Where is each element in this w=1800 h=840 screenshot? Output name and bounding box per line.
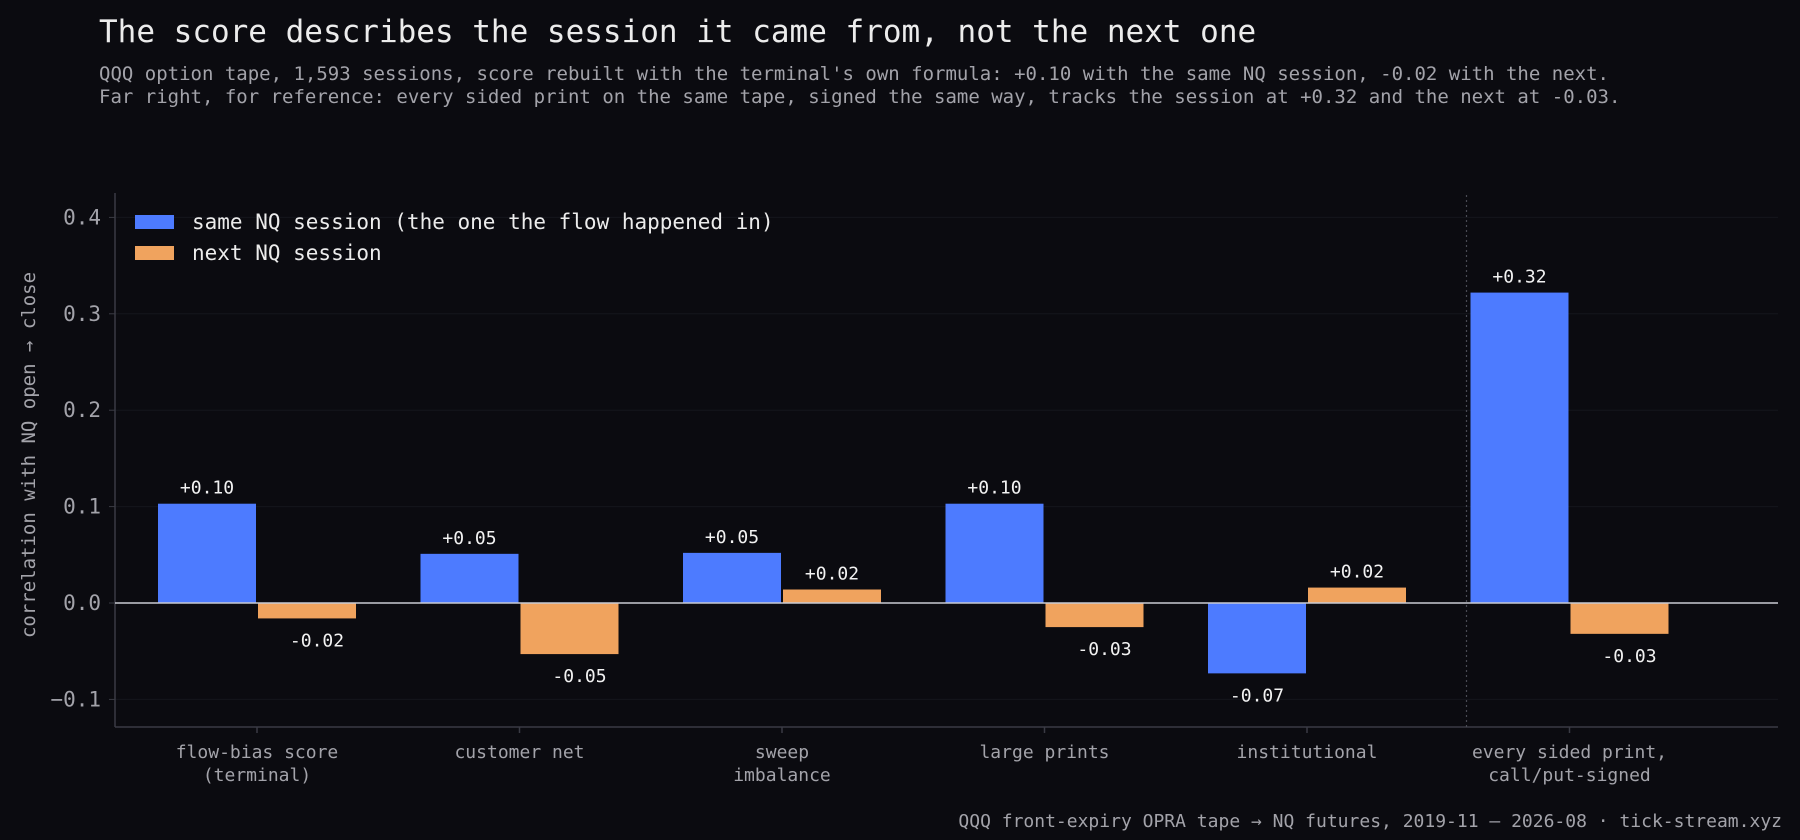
data-label-next-session: +0.02 (1330, 562, 1384, 583)
bar-next-session (1308, 587, 1406, 603)
bar-next-session (1570, 603, 1669, 634)
category-label: flow-bias score (176, 742, 339, 763)
legend-label-next-session: next NQ session (192, 241, 382, 265)
category-label: institutional (1237, 742, 1378, 763)
data-label-same-session: +0.05 (442, 528, 496, 549)
data-label-same-session: -0.07 (1230, 685, 1284, 706)
y-tick-label: −0.1 (50, 687, 101, 711)
y-tick-label: 0.3 (63, 302, 101, 326)
bar-same-session (945, 503, 1044, 603)
y-axis-title: correlation with NQ open → close (18, 272, 40, 638)
data-label-next-session: -0.03 (1077, 639, 1131, 660)
bar-next-session (783, 589, 881, 603)
data-label-same-session: +0.10 (967, 478, 1021, 499)
data-label-next-session: +0.02 (805, 564, 859, 585)
category-label: customer net (454, 742, 584, 763)
chart-subtitle-line-2: Far right, for reference: every sided pr… (99, 86, 1621, 108)
category-label: every sided print, (1472, 742, 1667, 763)
data-label-next-session: -0.03 (1602, 646, 1656, 667)
source-footer: QQQ front-expiry OPRA tape → NQ futures,… (958, 811, 1782, 832)
bar-same-session (158, 503, 256, 603)
chart-title: The score describes the session it came … (99, 14, 1257, 50)
data-label-next-session: -0.02 (290, 630, 344, 651)
data-label-next-session: -0.05 (552, 666, 606, 687)
bar-chart: −0.1 0.0 0.1 0.2 0.3 0.4 correlation with NQ o… (18, 193, 1778, 786)
category-label: imbalance (733, 765, 831, 786)
bar-same-session (420, 553, 519, 603)
y-tick-label: 0.4 (63, 205, 101, 229)
y-tick-label: 0.0 (63, 591, 101, 615)
y-tick-label: 0.1 (63, 495, 101, 519)
category-label: large prints (979, 742, 1109, 763)
category-label: call/put-signed (1488, 765, 1651, 786)
bar-next-session (1045, 603, 1144, 628)
y-tick-label: 0.2 (63, 398, 101, 422)
bar-same-session (683, 552, 781, 603)
category-label: (terminal) (203, 765, 311, 786)
legend-swatch-same-session (135, 215, 174, 229)
data-label-same-session: +0.32 (1492, 267, 1546, 288)
legend-label-same-session: same NQ session (the one the flow happen… (192, 210, 774, 234)
data-label-same-session: +0.05 (705, 527, 759, 548)
category-label: sweep (755, 742, 809, 763)
legend-swatch-next-session (135, 246, 174, 260)
bar-next-session (258, 603, 356, 619)
bar-next-session (520, 603, 619, 655)
bar-same-session (1470, 292, 1569, 603)
data-label-same-session: +0.10 (180, 478, 234, 499)
chart-subtitle-line-1: QQQ option tape, 1,593 sessions, score r… (99, 63, 1609, 85)
bar-same-session (1208, 603, 1306, 674)
